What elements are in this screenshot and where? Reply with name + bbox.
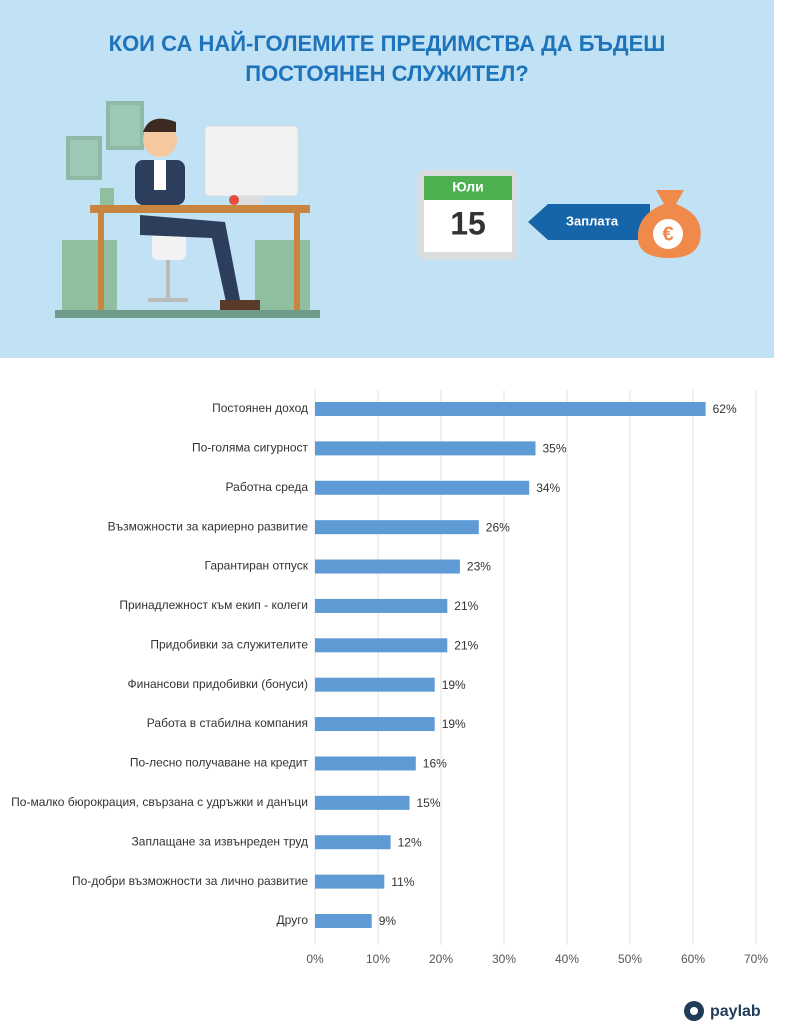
bar [315,441,536,456]
value-label: 11% [391,875,414,889]
x-tick-label: 30% [492,952,516,966]
money-bag: € [637,190,701,258]
value-label: 26% [486,520,510,534]
x-tick-label: 10% [366,952,390,966]
category-label: Гарантиран отпуск [205,559,309,573]
value-label: 21% [454,638,478,652]
bar [315,835,391,850]
category-label: По-добри възможности за лично развитие [72,874,308,888]
category-label: Заплащане за извънреден труд [132,834,308,848]
value-label: 19% [442,717,466,731]
calendar-day: 15 [450,205,486,241]
value-label: 23% [467,560,491,574]
bar [315,638,448,653]
value-label: 35% [543,442,567,456]
category-label: По-малко бюрокрация, свързана с удръжки … [11,795,308,809]
salary-label: Заплата [566,213,619,228]
value-label: 9% [379,914,397,928]
bar [315,402,706,416]
x-tick-label: 0% [306,952,324,966]
value-label: 15% [417,796,441,810]
bar-chart: 0% 10% 20% 30% 40% 50% 60% 70% Постоянен доход 62… [11,390,768,966]
category-label: Работна среда [226,480,309,494]
category-label: Постоянен доход [212,401,308,415]
x-tick-label: 60% [681,952,705,966]
x-tick-label: 40% [555,952,579,966]
bar [315,914,372,928]
category-label: Придобивки за служителите [150,637,308,651]
logo-text: paylab [710,1003,761,1020]
title-line: ПОСТОЯНЕН СЛУЖИТЕЛ? [245,61,529,86]
currency-symbol: € [662,223,673,245]
category-label: Финансови придобивки (бонуси) [128,677,309,691]
bar [315,480,530,495]
bar [315,598,448,613]
bar [315,795,410,810]
calendar-month: Юли [452,179,484,195]
category-label: Работа в стабилна компания [147,716,308,730]
illustration [55,101,320,318]
value-label: 12% [398,835,422,849]
value-label: 21% [454,599,478,613]
value-label: 16% [423,757,447,771]
category-label: По-голяма сигурност [192,441,308,455]
value-label: 34% [536,481,560,495]
bar [315,874,385,889]
header-band [0,0,774,358]
x-tick-label: 50% [618,952,642,966]
bar [315,756,416,771]
title-line: КОИ СА НАЙ-ГОЛЕМИТЕ ПРЕДИМСТВА ДА БЪДЕШ [109,31,666,56]
logo: paylab [684,1001,761,1021]
bar [315,559,460,574]
value-label: 19% [442,678,466,692]
value-label: 62% [713,402,737,416]
category-label: По-лесно получаване на кредит [130,756,309,770]
category-label: Друго [277,913,309,927]
category-label: Възможности за кариерно развитие [108,519,309,533]
calendar: Юли 15 [418,170,518,260]
x-tick-label: 70% [744,952,768,966]
bar [315,717,435,732]
bar [315,520,479,535]
salary-arrow [528,204,650,240]
category-label: Принадлежност към екип - колеги [119,598,308,612]
x-tick-label: 20% [429,952,453,966]
bar [315,677,435,692]
